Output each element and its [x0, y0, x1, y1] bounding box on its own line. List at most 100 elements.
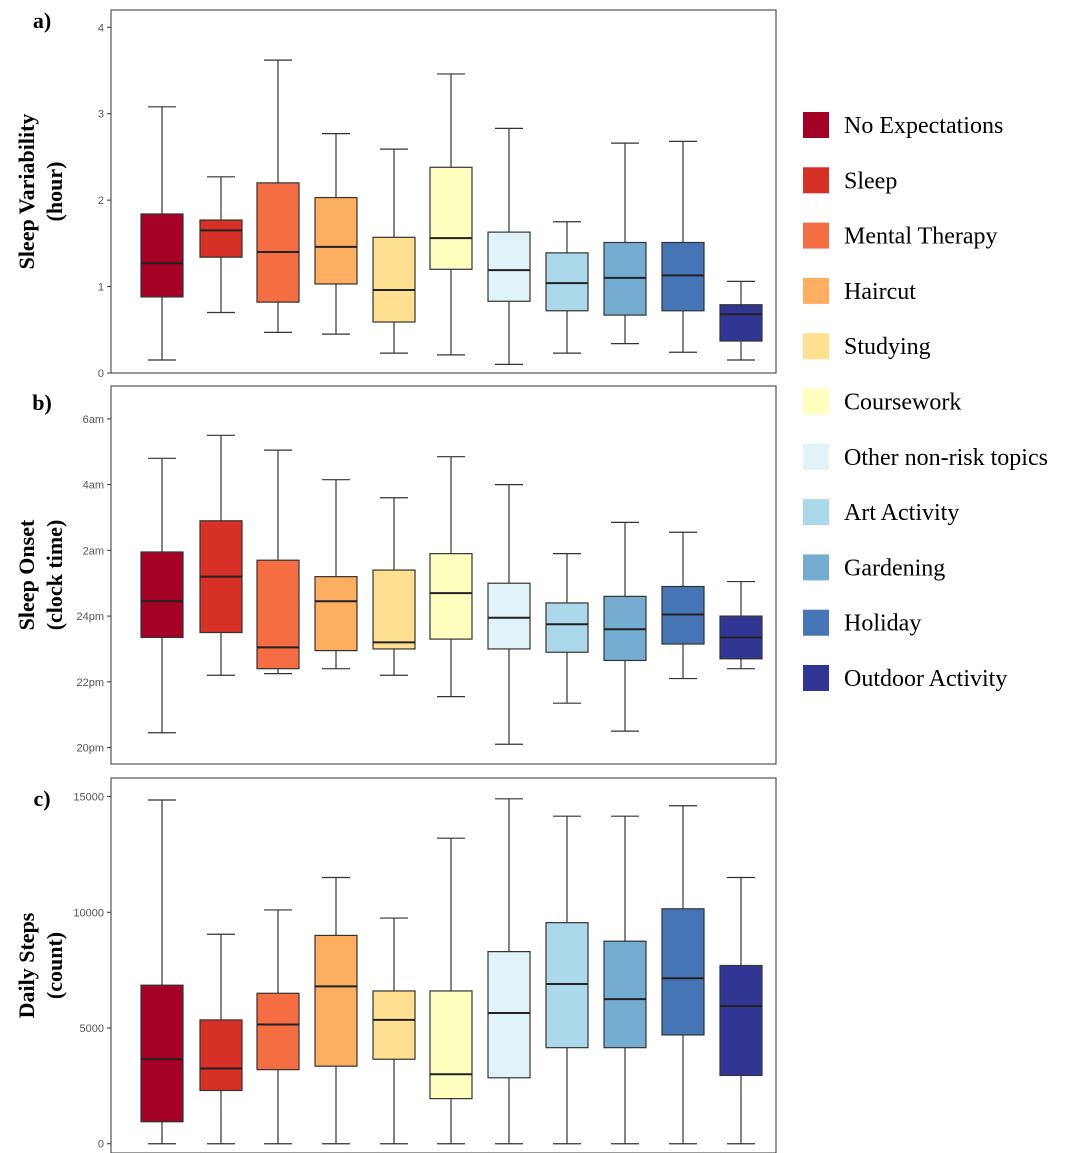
- box-haircut: [314, 132, 358, 335]
- legend-item: Haircut: [803, 277, 916, 305]
- legend-item: No Expectations: [803, 112, 1003, 139]
- box-mental-therapy: [256, 449, 300, 675]
- box-gardening: [603, 521, 647, 732]
- legend-swatch: [803, 333, 829, 360]
- y-tick-label: 20pm: [76, 743, 104, 755]
- legend-swatch: [803, 609, 829, 636]
- iqr-box: [661, 908, 705, 1036]
- y-tick-label: 0: [98, 368, 104, 380]
- box-haircut: [314, 479, 358, 670]
- y-tick-label: 5000: [80, 1023, 104, 1035]
- iqr-box: [314, 196, 358, 285]
- y-tick-label: 0: [98, 1139, 104, 1151]
- iqr-box: [199, 219, 243, 258]
- y-tick-label: 24pm: [76, 611, 104, 623]
- legend-item: Sleep: [803, 167, 897, 194]
- iqr-box: [140, 984, 184, 1123]
- legend-item: Holiday: [803, 609, 921, 637]
- box-studying: [372, 148, 416, 354]
- legend-swatch: [803, 167, 829, 194]
- legend-swatch: [803, 277, 829, 304]
- legend-label: Mental Therapy: [844, 224, 998, 250]
- y-tick-label: 3: [98, 109, 104, 121]
- legend-label: Coursework: [844, 390, 961, 416]
- legend-item: Art Activity: [803, 499, 959, 526]
- y-axis-title-line: Daily Steps: [14, 912, 39, 1018]
- y-tick-label: 15000: [73, 792, 104, 804]
- y-tick-label: 22pm: [76, 677, 104, 689]
- iqr-box: [719, 304, 763, 342]
- legend-label: Haircut: [844, 279, 916, 305]
- panel-label: c): [33, 786, 50, 811]
- box-haircut: [314, 876, 358, 1145]
- iqr-box: [372, 236, 416, 323]
- box-outdoor-activity: [719, 280, 763, 361]
- y-tick-label: 2: [98, 195, 104, 207]
- legend-item: Gardening: [803, 554, 945, 581]
- box-no-expectations: [140, 106, 184, 361]
- legend-label: Other non-risk topics: [844, 445, 1048, 471]
- legend-swatch: [803, 388, 829, 415]
- box-art-activity: [545, 553, 589, 704]
- box-studying: [372, 497, 416, 676]
- iqr-box: [199, 1019, 243, 1092]
- iqr-box: [372, 569, 416, 650]
- box-other-non-risk-topics: [487, 484, 531, 745]
- box-holiday: [661, 531, 705, 680]
- legend-label: Studying: [844, 334, 931, 360]
- y-axis-title: Sleep Variability (hour): [14, 114, 67, 270]
- legend-swatch: [803, 499, 829, 526]
- iqr-box: [314, 576, 358, 652]
- y-tick-label: 10000: [73, 907, 104, 919]
- legend: No Expectations Sleep Mental Therapy Haircu…: [803, 112, 1048, 692]
- box-sleep: [199, 176, 243, 314]
- box-no-expectations: [140, 799, 184, 1145]
- y-tick-label: 4am: [83, 480, 104, 492]
- legend-label: Sleep: [844, 168, 897, 194]
- iqr-box: [545, 922, 589, 1049]
- box-holiday: [661, 805, 705, 1145]
- iqr-box: [487, 231, 531, 302]
- y-axis-title-line: (clock time): [42, 520, 67, 631]
- legend-label: Art Activity: [844, 500, 959, 526]
- legend-label: Holiday: [844, 611, 921, 637]
- iqr-box: [487, 951, 531, 1079]
- legend-item: Outdoor Activity: [803, 665, 1007, 692]
- box-art-activity: [545, 815, 589, 1145]
- y-tick-label: 1: [98, 282, 104, 294]
- box-art-activity: [545, 221, 589, 354]
- legend-swatch: [803, 443, 829, 470]
- iqr-box: [140, 213, 184, 298]
- box-no-expectations: [140, 457, 184, 734]
- legend-swatch: [803, 222, 829, 249]
- iqr-box: [661, 241, 705, 312]
- box-coursework: [429, 456, 473, 698]
- box-studying: [372, 917, 416, 1145]
- y-tick-label: 2am: [83, 545, 104, 557]
- iqr-box: [256, 559, 300, 670]
- iqr-box: [719, 964, 763, 1077]
- iqr-box: [545, 252, 589, 312]
- y-axis-title: Daily Steps (count): [14, 912, 67, 1018]
- box-coursework: [429, 837, 473, 1145]
- iqr-box: [487, 582, 531, 650]
- iqr-box: [256, 182, 300, 303]
- iqr-box: [372, 990, 416, 1060]
- y-axis-title-line: Sleep Onset: [14, 519, 39, 630]
- legend-swatch: [803, 665, 829, 691]
- box-gardening: [603, 142, 647, 345]
- panel-a: 0 1 2 3 4 a) Sleep Variability (hour): [14, 8, 777, 380]
- iqr-box: [256, 992, 300, 1071]
- box-other-non-risk-topics: [487, 127, 531, 365]
- legend-label: Gardening: [844, 555, 945, 581]
- box-mental-therapy: [256, 59, 300, 333]
- legend-item: Studying: [803, 333, 931, 360]
- box-outdoor-activity: [719, 580, 763, 670]
- panel-b: 20pm 22pm 24pm 2am 4am 6am b) Sleep Onset (clock…: [14, 385, 777, 765]
- y-tick-label: 6am: [83, 414, 104, 426]
- box-outdoor-activity: [719, 876, 763, 1145]
- iqr-box: [314, 934, 358, 1067]
- legend-label: Outdoor Activity: [844, 666, 1007, 692]
- legend-swatch: [803, 112, 829, 138]
